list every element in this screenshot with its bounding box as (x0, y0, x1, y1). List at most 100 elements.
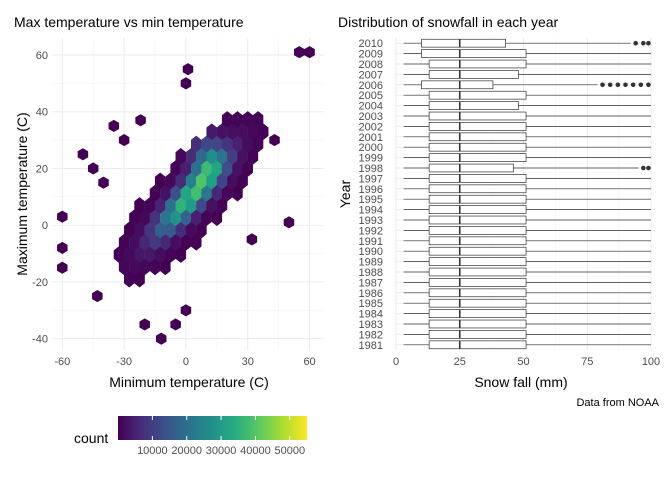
boxplot-box (428, 257, 527, 266)
hexbin-cell (139, 233, 150, 251)
hexbin-cell (175, 197, 187, 214)
hexbin-cell (221, 160, 233, 177)
boxplot-box (428, 298, 527, 308)
boxplot-2010 (403, 38, 651, 48)
hexbin-cell (154, 172, 166, 190)
boxplot-box (428, 132, 527, 142)
boxplot-1989 (403, 257, 651, 266)
legend-tick-label: 20000 (171, 445, 202, 457)
boxplot-box (428, 330, 527, 339)
hexbin-outlier-cell (180, 304, 192, 317)
boxplot-1993 (403, 215, 651, 225)
hexbin-cell (144, 246, 156, 263)
right-x-tick-label: 75 (581, 356, 593, 368)
hexbin-cell (232, 135, 243, 153)
right-y-axis-title: Year (337, 180, 353, 209)
boxplot-box (428, 215, 527, 225)
hexbin-cell (175, 221, 187, 239)
boxplot-box (428, 226, 527, 235)
boxplot-box (428, 111, 527, 121)
right-y-tick-label: 1992 (359, 225, 383, 237)
boxplot-2001 (403, 132, 651, 142)
hexbin-cell (252, 111, 264, 128)
boxplot-2007 (403, 70, 651, 79)
hexbin-cell (165, 172, 176, 190)
legend-colorbar (118, 416, 307, 440)
boxplot-box (428, 90, 527, 100)
hexbin-cell (190, 209, 202, 227)
hexbin-cell (175, 246, 187, 263)
right-y-tick-label: 2008 (359, 59, 383, 71)
boxplot-box (428, 70, 519, 79)
hexbin-cell (201, 135, 212, 153)
hexbin-cell (216, 147, 228, 165)
boxplot-outlier (630, 82, 636, 88)
boxplot-outlier (646, 40, 651, 46)
hexbin-cell (124, 270, 135, 288)
hexbin-cell (257, 123, 269, 141)
boxplot-panel: Distribution of snowfall in each year 0 2… (337, 14, 660, 409)
hexbin-cell (144, 221, 156, 239)
boxplot-box (428, 205, 527, 214)
left-y-tick-label: 60 (36, 50, 48, 62)
hexbin-cell (190, 184, 202, 202)
boxplot-outlier (607, 82, 613, 88)
hexbin-cell (196, 147, 207, 165)
hexbin-cell (237, 172, 248, 190)
hexbin-cell (175, 172, 187, 190)
boxplot-1984 (403, 309, 651, 318)
hexbin-cell (206, 172, 217, 190)
hexbin-cell (124, 221, 135, 239)
hexbin-cell (180, 233, 192, 251)
boxplot-box (428, 184, 527, 194)
right-y-tick-label: 1985 (359, 298, 383, 310)
hexbin-outlier-cell (98, 176, 109, 189)
boxplot-box (428, 288, 527, 298)
hexbin-cell (180, 160, 192, 177)
hexbin-outlier-cell (92, 290, 103, 303)
boxplot-2005 (403, 90, 651, 100)
hexbin-cell (201, 160, 212, 177)
boxplot-1985 (403, 298, 651, 308)
hexbin-cell (252, 135, 264, 153)
legend-title: count (74, 430, 108, 446)
hexbin-cell (149, 209, 161, 227)
left-x-tick-label: 0 (183, 356, 189, 368)
hexbin-cell (196, 172, 207, 190)
hexbin-outlier-cell (139, 318, 150, 331)
hexbin-cell (216, 123, 228, 141)
hexbin-cell (160, 184, 171, 202)
hexbin-cell (185, 197, 197, 214)
right-y-tick-label: 1982 (359, 329, 383, 341)
hexbin-cell (113, 246, 125, 263)
hexbin-outlier-cell (182, 63, 194, 76)
hexbin-cell (221, 111, 233, 128)
right-y-tick-label: 1989 (359, 257, 383, 269)
hexbin-cell (201, 209, 212, 227)
hexbin-cell (149, 233, 161, 251)
hexbin-cell (211, 135, 223, 153)
boxplot-box (421, 80, 494, 90)
right-y-tick-label: 2007 (359, 69, 383, 81)
boxplot-box (428, 163, 514, 173)
hexbin-cell (170, 209, 181, 227)
hexbin-cell (185, 172, 197, 190)
boxplot-outlier (600, 82, 605, 88)
right-x-tick-label: 0 (393, 356, 399, 368)
right-y-tick-label: 1983 (359, 319, 383, 331)
color-legend: count 10000 20000 30000 40000 50000 (74, 416, 307, 457)
boxplot-outlier (615, 82, 621, 88)
boxplot-1997 (403, 174, 651, 183)
boxplot-box (428, 122, 527, 131)
right-y-tick-label: 1984 (359, 309, 383, 321)
boxplot-1988 (403, 267, 651, 277)
hexbin-outlier-cell (180, 77, 192, 90)
right-chart-title: Distribution of snowfall in each year (338, 14, 559, 30)
hexbin-cells (57, 46, 315, 345)
boxplot-box (428, 319, 527, 329)
right-y-tick-label: 1997 (359, 173, 383, 185)
hexbin-cell (144, 197, 156, 214)
boxplot-1991 (403, 236, 651, 246)
hexbin-cell (134, 221, 145, 239)
hexbin-cell (206, 123, 217, 141)
